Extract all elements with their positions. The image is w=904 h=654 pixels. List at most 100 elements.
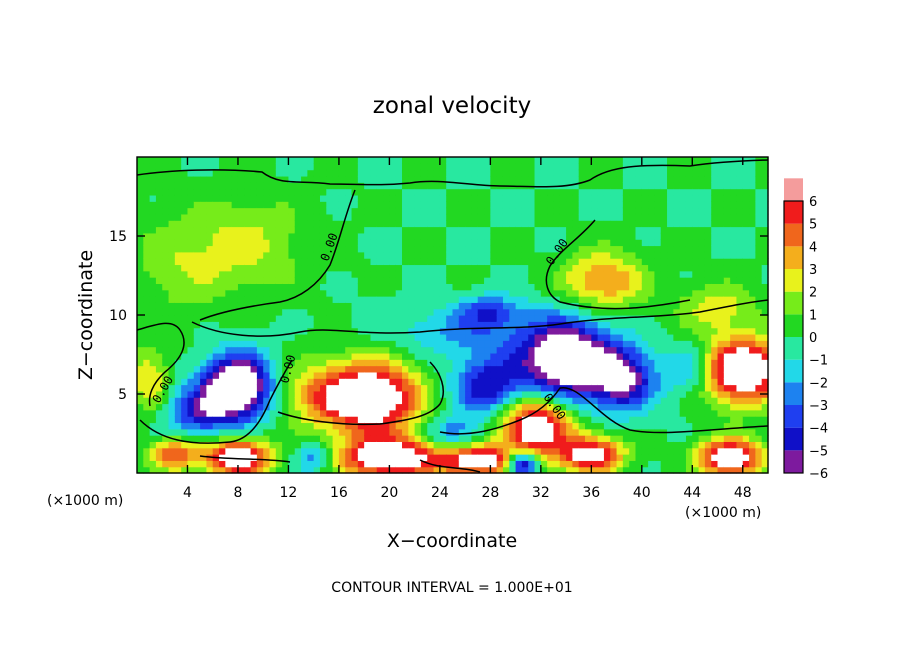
heatmap-cell (528, 416, 536, 424)
heatmap-cell (723, 194, 731, 202)
heatmap-cell (307, 340, 315, 348)
heatmap-cell (502, 213, 510, 221)
heatmap-cell (414, 194, 422, 202)
heatmap-cell (288, 390, 296, 398)
heatmap-cell (408, 435, 416, 442)
heatmap-cell (761, 403, 769, 411)
heatmap-cell (389, 454, 397, 461)
heatmap-cell (162, 466, 170, 474)
heatmap-cell (521, 327, 529, 335)
heatmap-cell (452, 384, 460, 392)
heatmap-cell (395, 302, 403, 310)
heatmap-cell (654, 308, 662, 316)
heatmap-cell (244, 213, 252, 221)
heatmap-cell (566, 157, 573, 164)
heatmap-cell (370, 460, 378, 468)
heatmap-cell (622, 226, 630, 234)
heatmap-cell (685, 422, 693, 430)
heatmap-panel: 0.00 0.00 0.00 0.00 0.00 (136, 156, 769, 474)
heatmap-cell (263, 194, 271, 202)
heatmap-cell (452, 163, 460, 171)
heatmap-cell (225, 390, 233, 398)
heatmap-cell (711, 169, 719, 177)
heatmap-cell (137, 302, 144, 310)
heatmap-cell (231, 194, 239, 202)
heatmap-cell (364, 441, 372, 449)
heatmap-cell (648, 409, 656, 417)
heatmap-cell (345, 466, 353, 474)
heatmap-cell (755, 258, 763, 266)
heatmap-cell (155, 258, 163, 266)
heatmap-cell (326, 403, 334, 411)
heatmap-cell (667, 359, 674, 367)
heatmap-cell (162, 397, 170, 405)
heatmap-cell (585, 352, 592, 360)
heatmap-cell (275, 207, 283, 215)
heatmap-cell (225, 213, 233, 221)
heatmap-cell (351, 397, 359, 405)
heatmap-cell (559, 333, 567, 341)
heatmap-cell (269, 428, 277, 436)
heatmap-cell (471, 175, 479, 183)
heatmap-cell (155, 447, 163, 455)
heatmap-cell (566, 258, 573, 266)
heatmap-cell (237, 365, 245, 373)
heatmap-cell (269, 315, 277, 322)
heatmap-cell (742, 277, 750, 284)
heatmap-cell (761, 239, 769, 247)
heatmap-cell (471, 283, 479, 291)
heatmap-cell (736, 302, 744, 310)
heatmap-cell (332, 422, 340, 430)
heatmap-cell (313, 346, 321, 354)
heatmap-cell (509, 264, 517, 272)
heatmap-cell (572, 371, 580, 379)
heatmap-cell (572, 365, 580, 373)
heatmap-cell (578, 157, 586, 164)
heatmap-cell (288, 289, 296, 297)
heatmap-cell (137, 175, 144, 183)
heatmap-cell (313, 447, 321, 455)
heatmap-cell (427, 365, 435, 373)
heatmap-cell (553, 454, 561, 461)
heatmap-cell (187, 371, 195, 379)
heatmap-cell (477, 315, 485, 322)
heatmap-cell (376, 327, 384, 335)
heatmap-cell (749, 308, 756, 316)
heatmap-cell (433, 352, 441, 360)
heatmap-cell (345, 226, 353, 234)
heatmap-cell (547, 308, 555, 316)
heatmap-cell (282, 207, 290, 215)
heatmap-cell (610, 390, 618, 398)
heatmap-cell (578, 277, 586, 284)
heatmap-cell (345, 302, 353, 310)
heatmap-cell (540, 454, 548, 461)
heatmap-cell (162, 226, 170, 234)
heatmap-cell (370, 327, 378, 335)
heatmap-cell (465, 207, 473, 215)
heatmap-cell (742, 315, 750, 322)
heatmap-cell (301, 384, 308, 392)
heatmap-cell (509, 333, 517, 341)
heatmap-cell (477, 454, 485, 461)
heatmap-cell (692, 169, 700, 177)
heatmap-cell (761, 428, 769, 436)
heatmap-cell (420, 352, 428, 360)
heatmap-cell (137, 226, 144, 234)
heatmap-cell (698, 188, 706, 196)
heatmap-cell (326, 441, 334, 449)
heatmap-cell (540, 169, 548, 177)
heatmap-cell (433, 365, 441, 373)
heatmap-cell (597, 333, 605, 341)
heatmap-cell (282, 466, 290, 474)
heatmap-cell (736, 371, 744, 379)
heatmap-cell (219, 226, 226, 234)
heatmap-cell (717, 403, 725, 411)
heatmap-cell (578, 428, 586, 436)
heatmap-cell (200, 365, 208, 373)
heatmap-cell (294, 403, 302, 411)
heatmap-cell (629, 182, 637, 190)
heatmap-cell (395, 422, 403, 430)
heatmap-cell (673, 283, 681, 291)
heatmap-cell (458, 201, 466, 209)
heatmap-cell (288, 466, 296, 474)
